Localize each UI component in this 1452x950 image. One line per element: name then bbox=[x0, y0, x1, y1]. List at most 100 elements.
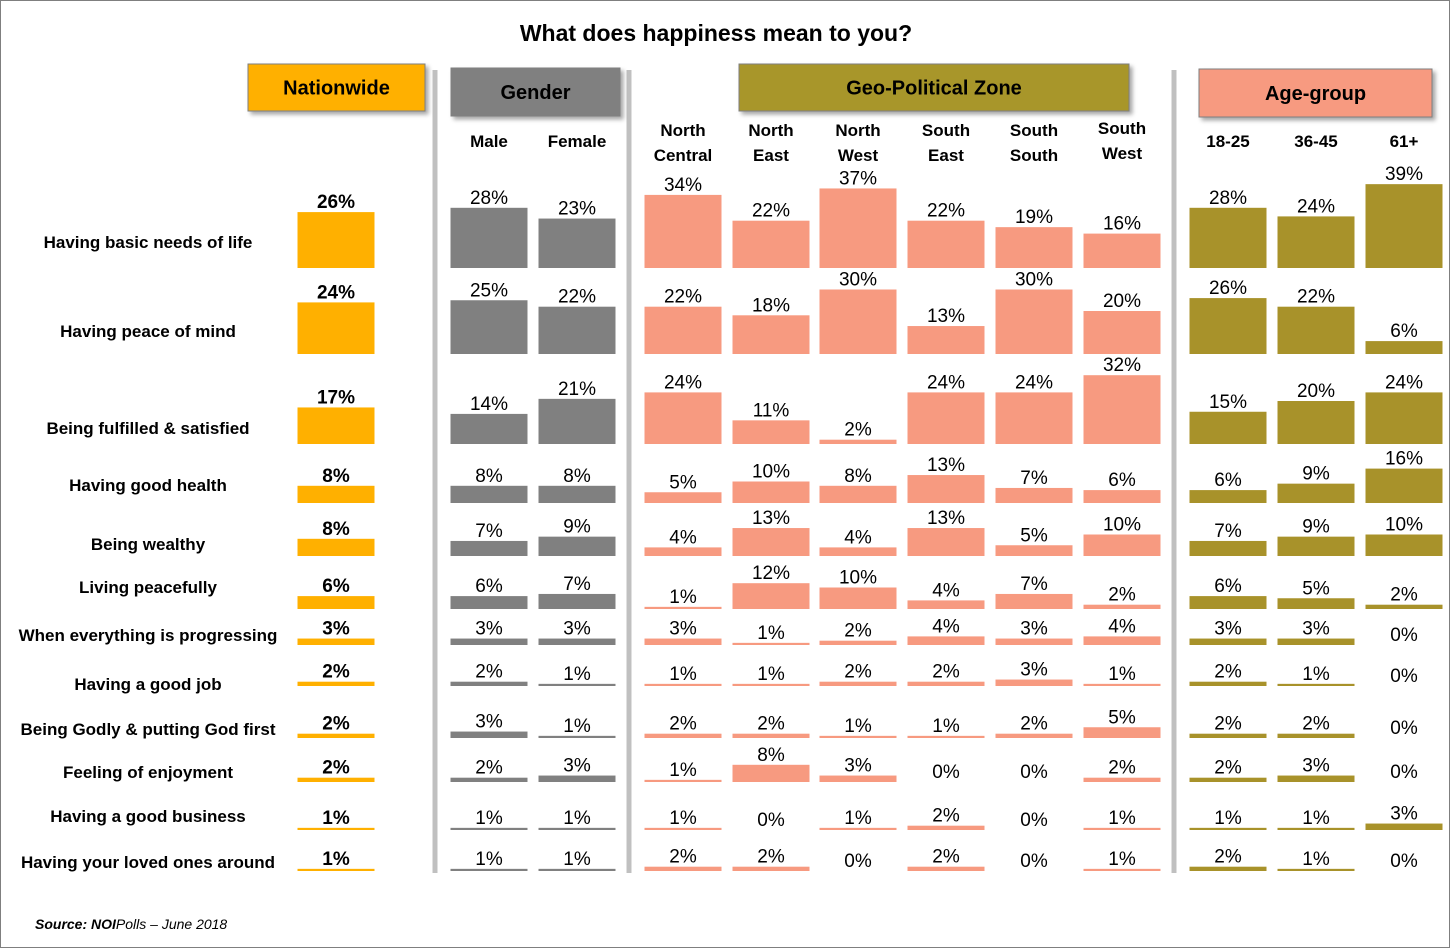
bar-baseline-geo-political-zone-north-east-4 bbox=[732, 501, 810, 503]
data-label-gender-female-9: 1% bbox=[563, 716, 591, 737]
section-separators bbox=[432, 70, 1177, 873]
data-label-nationwide-5: 8% bbox=[322, 519, 350, 540]
bar-geo-political-zone-south-east-4 bbox=[907, 475, 985, 503]
bar-geo-political-zone-south-south-8 bbox=[995, 679, 1073, 686]
bar-geo-political-zone-north-central-5 bbox=[644, 547, 722, 556]
bar-baseline-gender-male-2 bbox=[450, 352, 528, 354]
bar-baseline-nationwide-4 bbox=[297, 501, 375, 503]
data-label-geo-political-zone-south-west-1: 16% bbox=[1103, 214, 1141, 235]
bar-baseline-geo-political-zone-south-west-3 bbox=[1083, 442, 1161, 444]
group-headers: Nationwide Gender Geo-Political Zone Age-gr… bbox=[247, 63, 1433, 118]
group-header-label-nationwide: Nationwide bbox=[283, 78, 390, 100]
data-label-geo-political-zone-north-central-11: 1% bbox=[669, 808, 697, 829]
group-header-gender bbox=[450, 67, 621, 117]
data-label-geo-political-zone-south-west-4: 6% bbox=[1108, 470, 1136, 491]
data-label-geo-political-zone-north-west-11: 1% bbox=[844, 808, 872, 829]
bar-baseline-geo-political-zone-north-east-10 bbox=[732, 780, 810, 782]
data-label-age-group-61-6: 2% bbox=[1390, 585, 1418, 606]
data-label-age-group-18-25-3: 15% bbox=[1209, 392, 1247, 413]
data-label-gender-male-12: 1% bbox=[475, 849, 503, 870]
bar-baseline-geo-political-zone-north-east-3 bbox=[732, 442, 810, 444]
bar-baseline-geo-political-zone-north-central-6 bbox=[644, 607, 722, 609]
bar-baseline-geo-political-zone-south-south-7 bbox=[995, 643, 1073, 645]
bar-age-group-61-11 bbox=[1365, 823, 1443, 830]
data-label-gender-female-6: 7% bbox=[563, 574, 591, 595]
column-label-south-south-line2: South bbox=[1010, 146, 1058, 165]
data-label-geo-political-zone-south-south-9: 2% bbox=[1020, 714, 1048, 735]
bar-baseline-nationwide-10 bbox=[297, 780, 375, 782]
bar-age-group-18-25-6 bbox=[1189, 596, 1267, 609]
bar-geo-political-zone-south-south-6 bbox=[995, 593, 1073, 609]
data-label-geo-political-zone-south-west-7: 4% bbox=[1108, 616, 1136, 637]
bar-baseline-nationwide-8 bbox=[297, 684, 375, 686]
row-label-having-a-good-business: Having a good business bbox=[50, 807, 246, 826]
bar-baseline-geo-political-zone-north-central-5 bbox=[644, 554, 722, 556]
bar-baseline-geo-political-zone-south-south-4 bbox=[995, 501, 1073, 503]
data-label-geo-political-zone-north-west-2: 30% bbox=[839, 270, 877, 291]
bar-age-group-18-25-12 bbox=[1189, 866, 1267, 871]
bar-baseline-age-group-18-25-6 bbox=[1189, 607, 1267, 609]
data-label-age-group-18-25-2: 26% bbox=[1209, 278, 1247, 299]
bar-age-group-18-25-3 bbox=[1189, 411, 1267, 444]
row-label-having-basic-needs-of-life: Having basic needs of life bbox=[44, 233, 253, 252]
bar-nationwide-8 bbox=[297, 681, 375, 686]
data-label-gender-male-5: 7% bbox=[475, 521, 503, 542]
bar-baseline-nationwide-7 bbox=[297, 643, 375, 645]
data-label-gender-female-4: 8% bbox=[563, 466, 591, 487]
bar-baseline-geo-political-zone-south-south-6 bbox=[995, 607, 1073, 609]
data-label-geo-political-zone-south-south-6: 7% bbox=[1020, 574, 1048, 595]
data-label-nationwide-9: 2% bbox=[322, 714, 350, 735]
bar-baseline-geo-political-zone-north-central-1 bbox=[644, 266, 722, 268]
data-label-geo-political-zone-south-south-3: 24% bbox=[1015, 372, 1053, 393]
data-label-age-group-18-25-11: 1% bbox=[1214, 808, 1242, 829]
row-label-living-peacefully: Living peacefully bbox=[79, 578, 217, 597]
bar-geo-political-zone-south-south-2 bbox=[995, 289, 1073, 354]
bar-baseline-gender-male-4 bbox=[450, 501, 528, 503]
data-label-age-group-61-4: 16% bbox=[1385, 449, 1423, 470]
bar-nationwide-4 bbox=[297, 485, 375, 503]
bar-gender-male-2 bbox=[450, 300, 528, 354]
bar-baseline-gender-male-11 bbox=[450, 828, 528, 830]
bar-baseline-geo-political-zone-north-east-2 bbox=[732, 352, 810, 354]
bar-baseline-gender-female-11 bbox=[538, 828, 616, 830]
bar-baseline-age-group-18-25-8 bbox=[1189, 684, 1267, 686]
data-label-age-group-36-45-7: 3% bbox=[1302, 619, 1330, 640]
bar-gender-male-4 bbox=[450, 485, 528, 503]
bar-baseline-geo-political-zone-south-west-9 bbox=[1083, 736, 1161, 738]
data-label-age-group-36-45-4: 9% bbox=[1302, 464, 1330, 485]
bar-age-group-61-3 bbox=[1365, 392, 1443, 444]
bar-geo-political-zone-north-east-1 bbox=[732, 220, 810, 268]
data-label-geo-political-zone-south-east-3: 24% bbox=[927, 372, 965, 393]
bar-gender-male-5 bbox=[450, 540, 528, 556]
data-label-geo-political-zone-north-east-7: 1% bbox=[757, 623, 785, 644]
bar-geo-political-zone-south-east-1 bbox=[907, 220, 985, 268]
bar-geo-political-zone-south-east-8 bbox=[907, 681, 985, 686]
data-label-gender-female-10: 3% bbox=[563, 756, 591, 777]
bar-baseline-geo-political-zone-south-east-1 bbox=[907, 266, 985, 268]
bar-baseline-gender-female-2 bbox=[538, 352, 616, 354]
data-label-geo-political-zone-south-west-8: 1% bbox=[1108, 664, 1136, 685]
bar-baseline-geo-political-zone-south-west-5 bbox=[1083, 554, 1161, 556]
bar-baseline-nationwide-1 bbox=[297, 266, 375, 268]
data-label-age-group-36-45-11: 1% bbox=[1302, 808, 1330, 829]
data-label-geo-political-zone-south-south-12: 0% bbox=[1020, 851, 1048, 872]
data-label-geo-political-zone-north-central-12: 2% bbox=[669, 847, 697, 868]
bar-baseline-geo-political-zone-north-west-10 bbox=[819, 780, 897, 782]
data-label-geo-political-zone-north-central-3: 24% bbox=[664, 372, 702, 393]
bar-gender-male-7 bbox=[450, 638, 528, 645]
bar-geo-political-zone-north-west-10 bbox=[819, 775, 897, 782]
bar-baseline-gender-female-9 bbox=[538, 736, 616, 738]
data-label-geo-political-zone-north-central-1: 34% bbox=[664, 175, 702, 196]
bar-baseline-nationwide-9 bbox=[297, 736, 375, 738]
data-label-geo-political-zone-south-south-11: 0% bbox=[1020, 810, 1048, 831]
bar-baseline-geo-political-zone-south-south-9 bbox=[995, 736, 1073, 738]
bar-gender-female-4 bbox=[538, 485, 616, 503]
data-label-age-group-61-12: 0% bbox=[1390, 851, 1418, 872]
bar-baseline-geo-political-zone-south-west-1 bbox=[1083, 266, 1161, 268]
data-label-geo-political-zone-north-west-1: 37% bbox=[839, 168, 877, 189]
bar-baseline-age-group-61-6 bbox=[1365, 607, 1443, 609]
data-label-age-group-18-25-12: 2% bbox=[1214, 847, 1242, 868]
data-label-age-group-36-45-2: 22% bbox=[1297, 287, 1335, 308]
data-label-geo-political-zone-south-east-12: 2% bbox=[932, 847, 960, 868]
bar-geo-political-zone-south-west-3 bbox=[1083, 375, 1161, 444]
